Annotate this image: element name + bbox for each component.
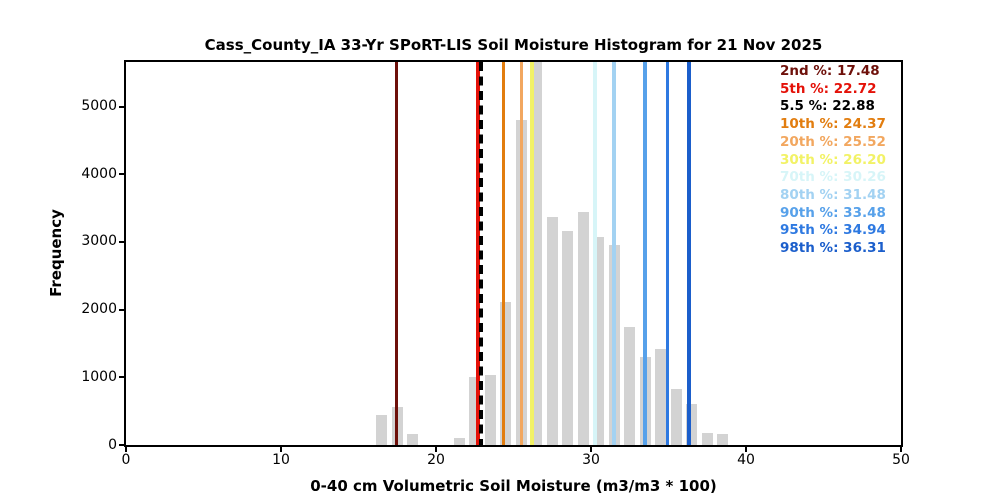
percentile-line-90th <box>643 62 647 445</box>
y-tick-label: 2000 <box>81 301 117 318</box>
x-tick-mark <box>280 447 282 452</box>
legend-entry-10th: 10th %: 24.37 <box>780 116 886 133</box>
x-tick-label: 20 <box>427 452 445 468</box>
legend-entry-30th: 30th %: 26.20 <box>780 151 886 168</box>
y-tick-mark <box>119 173 124 176</box>
legend-entry-20th: 20th %: 25.52 <box>780 133 886 150</box>
percentile-line-95th <box>665 62 670 445</box>
histogram-bar <box>686 403 698 445</box>
x-tick-mark <box>125 447 127 452</box>
percentile-legend: 2nd %: 17.48 5th %: 22.72 5.5 %: 22.88 10th… <box>780 63 886 258</box>
chart-title: Cass_County_IA 33-Yr SPoRT-LIS Soil Mois… <box>204 36 823 54</box>
legend-entry-5.5: 5.5 %: 22.88 <box>780 98 875 115</box>
x-tick-label: 10 <box>272 452 290 468</box>
y-tick-label: 5000 <box>81 98 117 115</box>
x-tick-label: 30 <box>582 452 600 468</box>
percentile-lines-layer <box>126 62 901 445</box>
y-tick-mark <box>119 444 124 446</box>
x-tick-mark <box>745 447 747 452</box>
legend-entry-98th: 98th %: 36.31 <box>780 240 886 257</box>
percentile-line-5th <box>476 62 480 445</box>
percentile-line-2nd <box>395 62 399 445</box>
histogram-bar <box>701 432 713 445</box>
y-tick-label: 4000 <box>81 165 117 182</box>
percentile-line-98th <box>686 62 691 445</box>
y-tick-label: 3000 <box>81 233 117 250</box>
y-tick-mark <box>119 376 124 379</box>
legend-entry-90th: 90th %: 33.48 <box>780 204 886 221</box>
histogram-bar <box>469 376 481 445</box>
x-tick-label: 40 <box>737 452 755 468</box>
x-tick-mark <box>435 447 437 452</box>
histogram-bar <box>531 62 543 445</box>
y-tick-label: 0 <box>108 436 117 453</box>
legend-entry-95th: 95th %: 34.94 <box>780 222 886 239</box>
y-axis-label: Frequency <box>47 209 65 297</box>
x-tick-mark <box>590 447 592 452</box>
percentile-line-30th <box>530 62 534 445</box>
x-tick-label: 0 <box>121 452 131 468</box>
y-tick-mark <box>119 105 124 108</box>
histogram-bar <box>624 327 636 445</box>
percentile-line-5.5 <box>478 62 483 445</box>
legend-entry-70th: 70th %: 30.26 <box>780 169 886 186</box>
histogram-bar <box>500 301 512 445</box>
histogram-bar <box>484 375 496 445</box>
x-tick-label: 50 <box>892 452 910 468</box>
x-axis-label: 0-40 cm Volumetric Soil Moisture (m3/m3 … <box>310 477 717 495</box>
percentile-line-10th <box>501 62 506 445</box>
y-tick-label: 1000 <box>81 368 117 385</box>
histogram-bar <box>407 433 419 445</box>
histogram-bar <box>453 438 465 445</box>
histogram-bar <box>376 415 388 445</box>
histogram-bar <box>593 236 605 445</box>
percentile-line-20th <box>519 62 524 445</box>
x-tick-mark <box>900 447 902 452</box>
histogram-bar <box>562 230 574 445</box>
histogram-bar <box>655 348 667 445</box>
percentile-line-70th <box>593 62 597 445</box>
plot-area <box>124 60 903 447</box>
histogram-bar <box>577 211 589 445</box>
percentile-line-80th <box>612 62 616 445</box>
y-tick-mark <box>119 308 124 311</box>
histogram-bar <box>670 388 682 445</box>
legend-entry-5th: 5th %: 22.72 <box>780 80 877 97</box>
histogram-bar <box>546 216 558 445</box>
histogram-bar <box>717 434 729 445</box>
legend-entry-80th: 80th %: 31.48 <box>780 186 886 203</box>
y-tick-mark <box>119 240 124 243</box>
legend-entry-2nd: 2nd %: 17.48 <box>780 63 880 79</box>
